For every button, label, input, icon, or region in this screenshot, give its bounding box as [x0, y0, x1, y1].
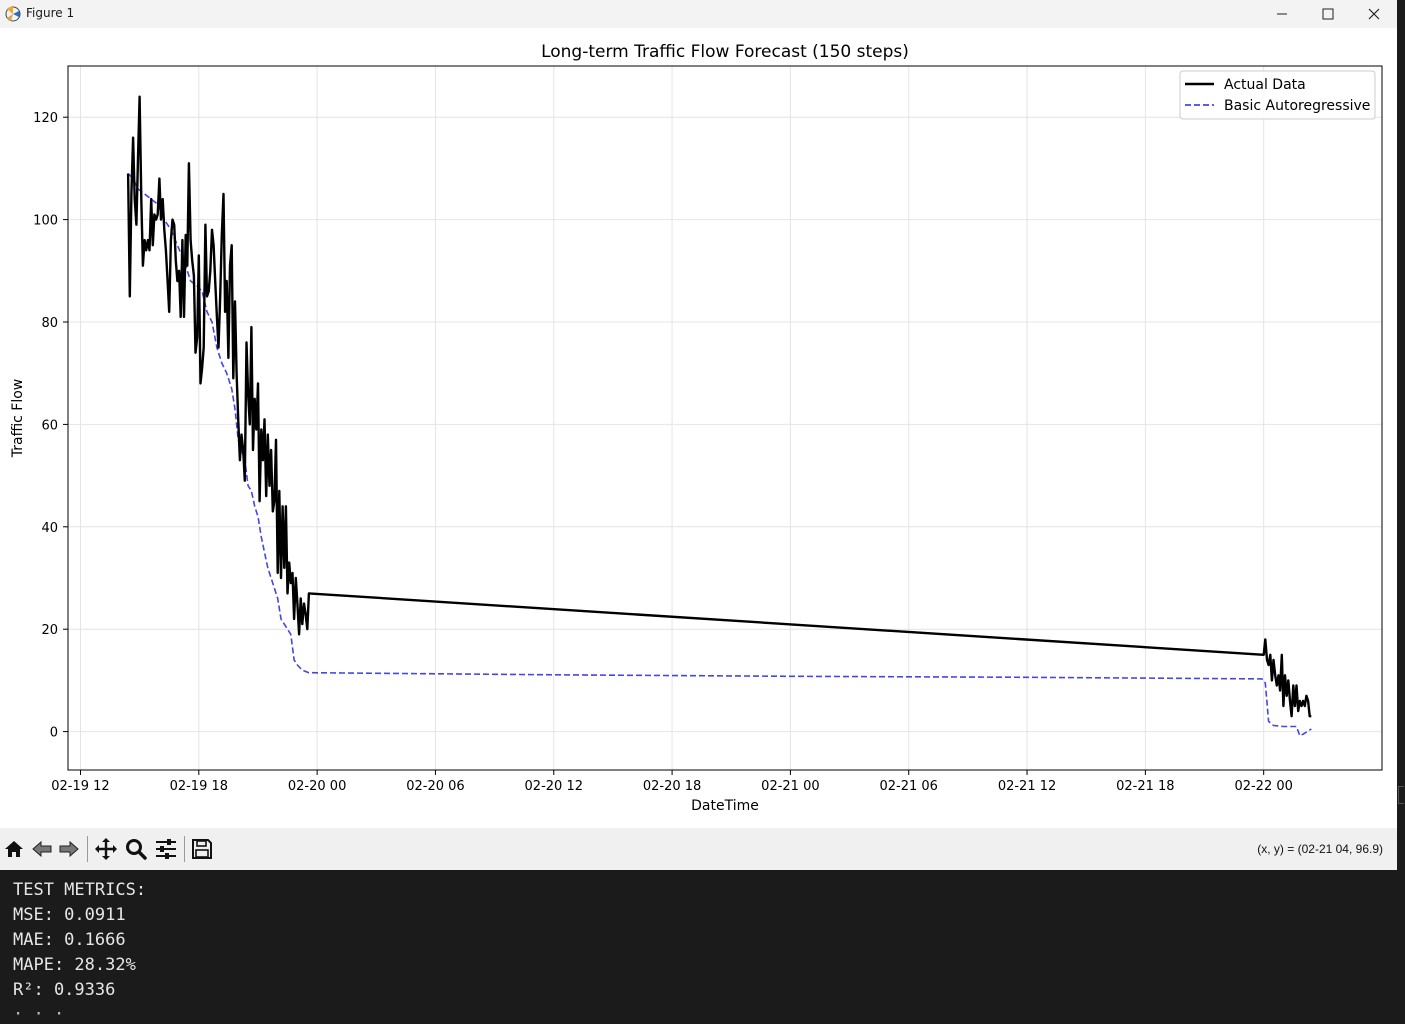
- terminal-line: MAE: 0.1666: [13, 930, 126, 950]
- x-tick-label: 02-19 18: [170, 779, 228, 794]
- save-button[interactable]: [189, 836, 215, 862]
- close-button[interactable]: [1351, 0, 1397, 28]
- figure-window: Figure 1 02-19 12 02-19 18 02-20 00 02-20 0…: [0, 0, 1397, 870]
- series-line-actual-data: [126, 95, 1312, 718]
- x-tick-label: 02-20 00: [288, 779, 346, 794]
- y-tick-label: 80: [41, 316, 58, 331]
- configure-icon: [156, 839, 176, 859]
- maximize-button[interactable]: [1305, 0, 1351, 28]
- window-resize-handle[interactable]: [1398, 786, 1404, 804]
- y-tick-label: 20: [41, 623, 58, 638]
- x-tick-label: 02-21 00: [761, 779, 819, 794]
- window-title: Figure 1: [26, 6, 75, 20]
- x-gridlines: [79, 66, 1265, 770]
- home-button[interactable]: [1, 836, 27, 862]
- y-axis-ticks: 0 20 40 60 80 100 120: [33, 111, 68, 741]
- x-tick-label: 02-19 12: [51, 779, 109, 794]
- x-tick-label: 02-21 06: [879, 779, 937, 794]
- y-axis-label: Traffic Flow: [10, 379, 26, 458]
- forward-icon: [59, 840, 79, 858]
- y-tick-label: 60: [41, 418, 58, 433]
- y-tick-label: 0: [50, 726, 58, 741]
- cursor-coordinates: (x, y) = (02-21 04, 96.9): [1257, 842, 1383, 856]
- terminal-line-cutoff: · · ·: [13, 1004, 65, 1024]
- x-tick-label: 02-20 06: [406, 779, 464, 794]
- terminal-line: MSE: 0.0911: [13, 905, 126, 925]
- plot-frame: [67, 65, 1383, 771]
- minimize-icon: [1277, 13, 1287, 15]
- figure-canvas[interactable]: 02-19 12 02-19 18 02-20 00 02-20 06 02-20 12…: [0, 28, 1397, 828]
- maximize-icon: [1322, 8, 1334, 20]
- forward-button[interactable]: [56, 836, 82, 862]
- y-tick-label: 100: [33, 214, 58, 229]
- save-icon: [192, 839, 212, 859]
- close-icon: [1368, 8, 1380, 20]
- x-tick-label: 02-20 18: [643, 779, 701, 794]
- x-tick-label: 02-21 12: [998, 779, 1056, 794]
- x-tick-label: 02-22 00: [1234, 779, 1292, 794]
- x-axis-ticks: 02-19 12 02-19 18 02-20 00 02-20 06 02-20 12…: [51, 770, 1293, 794]
- navigation-toolbar: (x, y) = (02-21 04, 96.9): [0, 828, 1397, 870]
- zoom-button[interactable]: [123, 836, 149, 862]
- zoom-icon: [126, 839, 147, 860]
- terminal-line: TEST METRICS:: [13, 880, 147, 900]
- series-line-basic-autoregressive: [127, 172, 1312, 737]
- chart-title: Long-term Traffic Flow Forecast (150 ste…: [541, 42, 909, 62]
- pan-icon: [95, 838, 117, 860]
- x-tick-label: 02-20 12: [525, 779, 583, 794]
- x-tick-label: 02-21 18: [1116, 779, 1174, 794]
- title-bar[interactable]: Figure 1: [0, 0, 1397, 28]
- home-icon: [5, 841, 23, 857]
- legend-label-autoregressive: Basic Autoregressive: [1224, 98, 1370, 114]
- chart: 02-19 12 02-19 18 02-20 00 02-20 06 02-20 12…: [10, 42, 1383, 814]
- x-axis-label: DateTime: [691, 798, 759, 814]
- matplotlib-app-icon: [5, 6, 21, 22]
- terminal-line: MAPE: 28.32%: [13, 955, 136, 975]
- pan-button[interactable]: [93, 836, 119, 862]
- back-button[interactable]: [29, 836, 55, 862]
- minimize-button[interactable]: [1259, 0, 1305, 28]
- legend-label-actual: Actual Data: [1224, 77, 1306, 93]
- terminal-output: TEST METRICS: MSE: 0.0911 MAE: 0.1666 MA…: [0, 870, 1405, 1024]
- configure-subplots-button[interactable]: [153, 836, 179, 862]
- toolbar-separator: [87, 836, 88, 862]
- legend-box: [1179, 70, 1376, 120]
- toolbar-separator: [184, 836, 185, 862]
- series-layer: [126, 95, 1312, 737]
- back-icon: [32, 840, 52, 858]
- terminal-line: R²: 0.9336: [13, 980, 116, 1000]
- y-tick-label: 120: [33, 111, 58, 126]
- legend: Actual Data Basic Autoregressive: [1179, 70, 1376, 120]
- y-tick-label: 40: [41, 521, 58, 536]
